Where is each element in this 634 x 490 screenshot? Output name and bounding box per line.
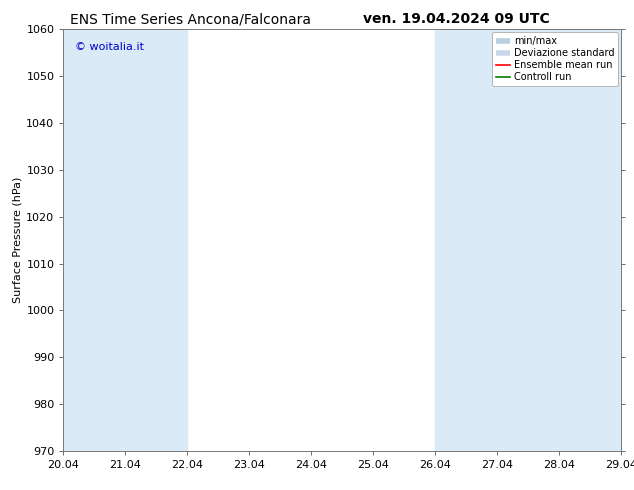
Bar — [63, 29, 126, 451]
Bar — [497, 29, 559, 451]
Y-axis label: Surface Pressure (hPa): Surface Pressure (hPa) — [12, 177, 22, 303]
Bar — [126, 29, 188, 451]
Text: ENS Time Series Ancona/Falconara: ENS Time Series Ancona/Falconara — [70, 12, 311, 26]
Bar — [436, 29, 497, 451]
Legend: min/max, Deviazione standard, Ensemble mean run, Controll run: min/max, Deviazione standard, Ensemble m… — [491, 32, 618, 86]
Bar — [559, 29, 621, 451]
Text: ven. 19.04.2024 09 UTC: ven. 19.04.2024 09 UTC — [363, 12, 550, 26]
Text: © woitalia.it: © woitalia.it — [75, 42, 143, 52]
